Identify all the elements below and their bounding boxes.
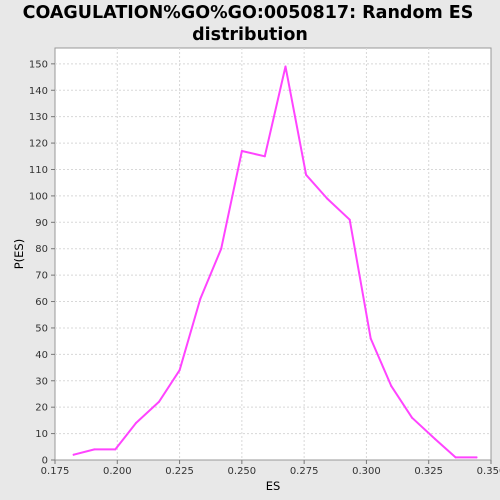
data-point [157, 400, 160, 403]
data-point [114, 448, 117, 451]
chart-title-line-1: COAGULATION%GO%GO:0050817: Random ES [23, 3, 474, 23]
data-point [178, 369, 181, 372]
data-point [199, 297, 202, 300]
y-tick-label: 90 [35, 218, 48, 229]
data-point [390, 385, 393, 388]
x-tick-label: 0.250 [228, 466, 257, 477]
y-tick-label: 120 [29, 139, 48, 150]
y-tick-label: 20 [35, 403, 48, 414]
y-tick-label: 30 [35, 376, 48, 387]
y-axis-label: P(ES) [12, 239, 26, 269]
chart-title-line-2: distribution [192, 25, 308, 45]
series-layer [72, 65, 478, 459]
x-tick-label: 0.200 [103, 466, 132, 477]
grid-layer [55, 48, 491, 460]
axis-layer: 0 10 20 30 40 50 60 70 80 90 100 110 120 130 140 150 0.1… [29, 59, 500, 477]
y-tick-label: 70 [35, 271, 48, 282]
data-point [433, 437, 436, 440]
data-point [263, 155, 266, 158]
y-tick-label: 80 [35, 244, 48, 255]
x-tick-label: 0.300 [352, 466, 381, 477]
y-tick-label: 50 [35, 323, 48, 334]
x-tick-label: 0.225 [165, 466, 194, 477]
data-point [220, 247, 223, 250]
y-tick-label: 130 [29, 112, 48, 123]
data-point [411, 416, 413, 419]
data-point [369, 337, 372, 340]
plot-area [54, 47, 492, 461]
y-tick-label: 110 [29, 165, 48, 176]
x-tick-label: 0.275 [290, 466, 319, 477]
data-point [72, 453, 75, 456]
data-point [284, 65, 287, 68]
data-point [348, 218, 351, 221]
series-line-p-es [72, 65, 478, 459]
data-point [93, 448, 96, 451]
y-tick-label: 60 [35, 297, 48, 308]
x-axis-label: ES [266, 479, 281, 493]
x-tick-label: 0.175 [41, 466, 70, 477]
data-point [240, 150, 243, 152]
y-tick-label: 140 [29, 86, 48, 97]
y-tick-label: 0 [42, 456, 48, 467]
data-point [475, 456, 478, 459]
y-tick-label: 10 [35, 429, 48, 440]
x-tick-label: 0.325 [414, 466, 443, 477]
data-point [305, 173, 308, 176]
data-point [454, 456, 457, 459]
data-point [135, 422, 137, 424]
data-point [326, 197, 329, 200]
y-tick-label: 150 [29, 59, 48, 70]
x-tick-label: 0.350 [477, 466, 500, 477]
y-tick-label: 100 [29, 191, 48, 202]
y-tick-label: 40 [35, 350, 48, 361]
